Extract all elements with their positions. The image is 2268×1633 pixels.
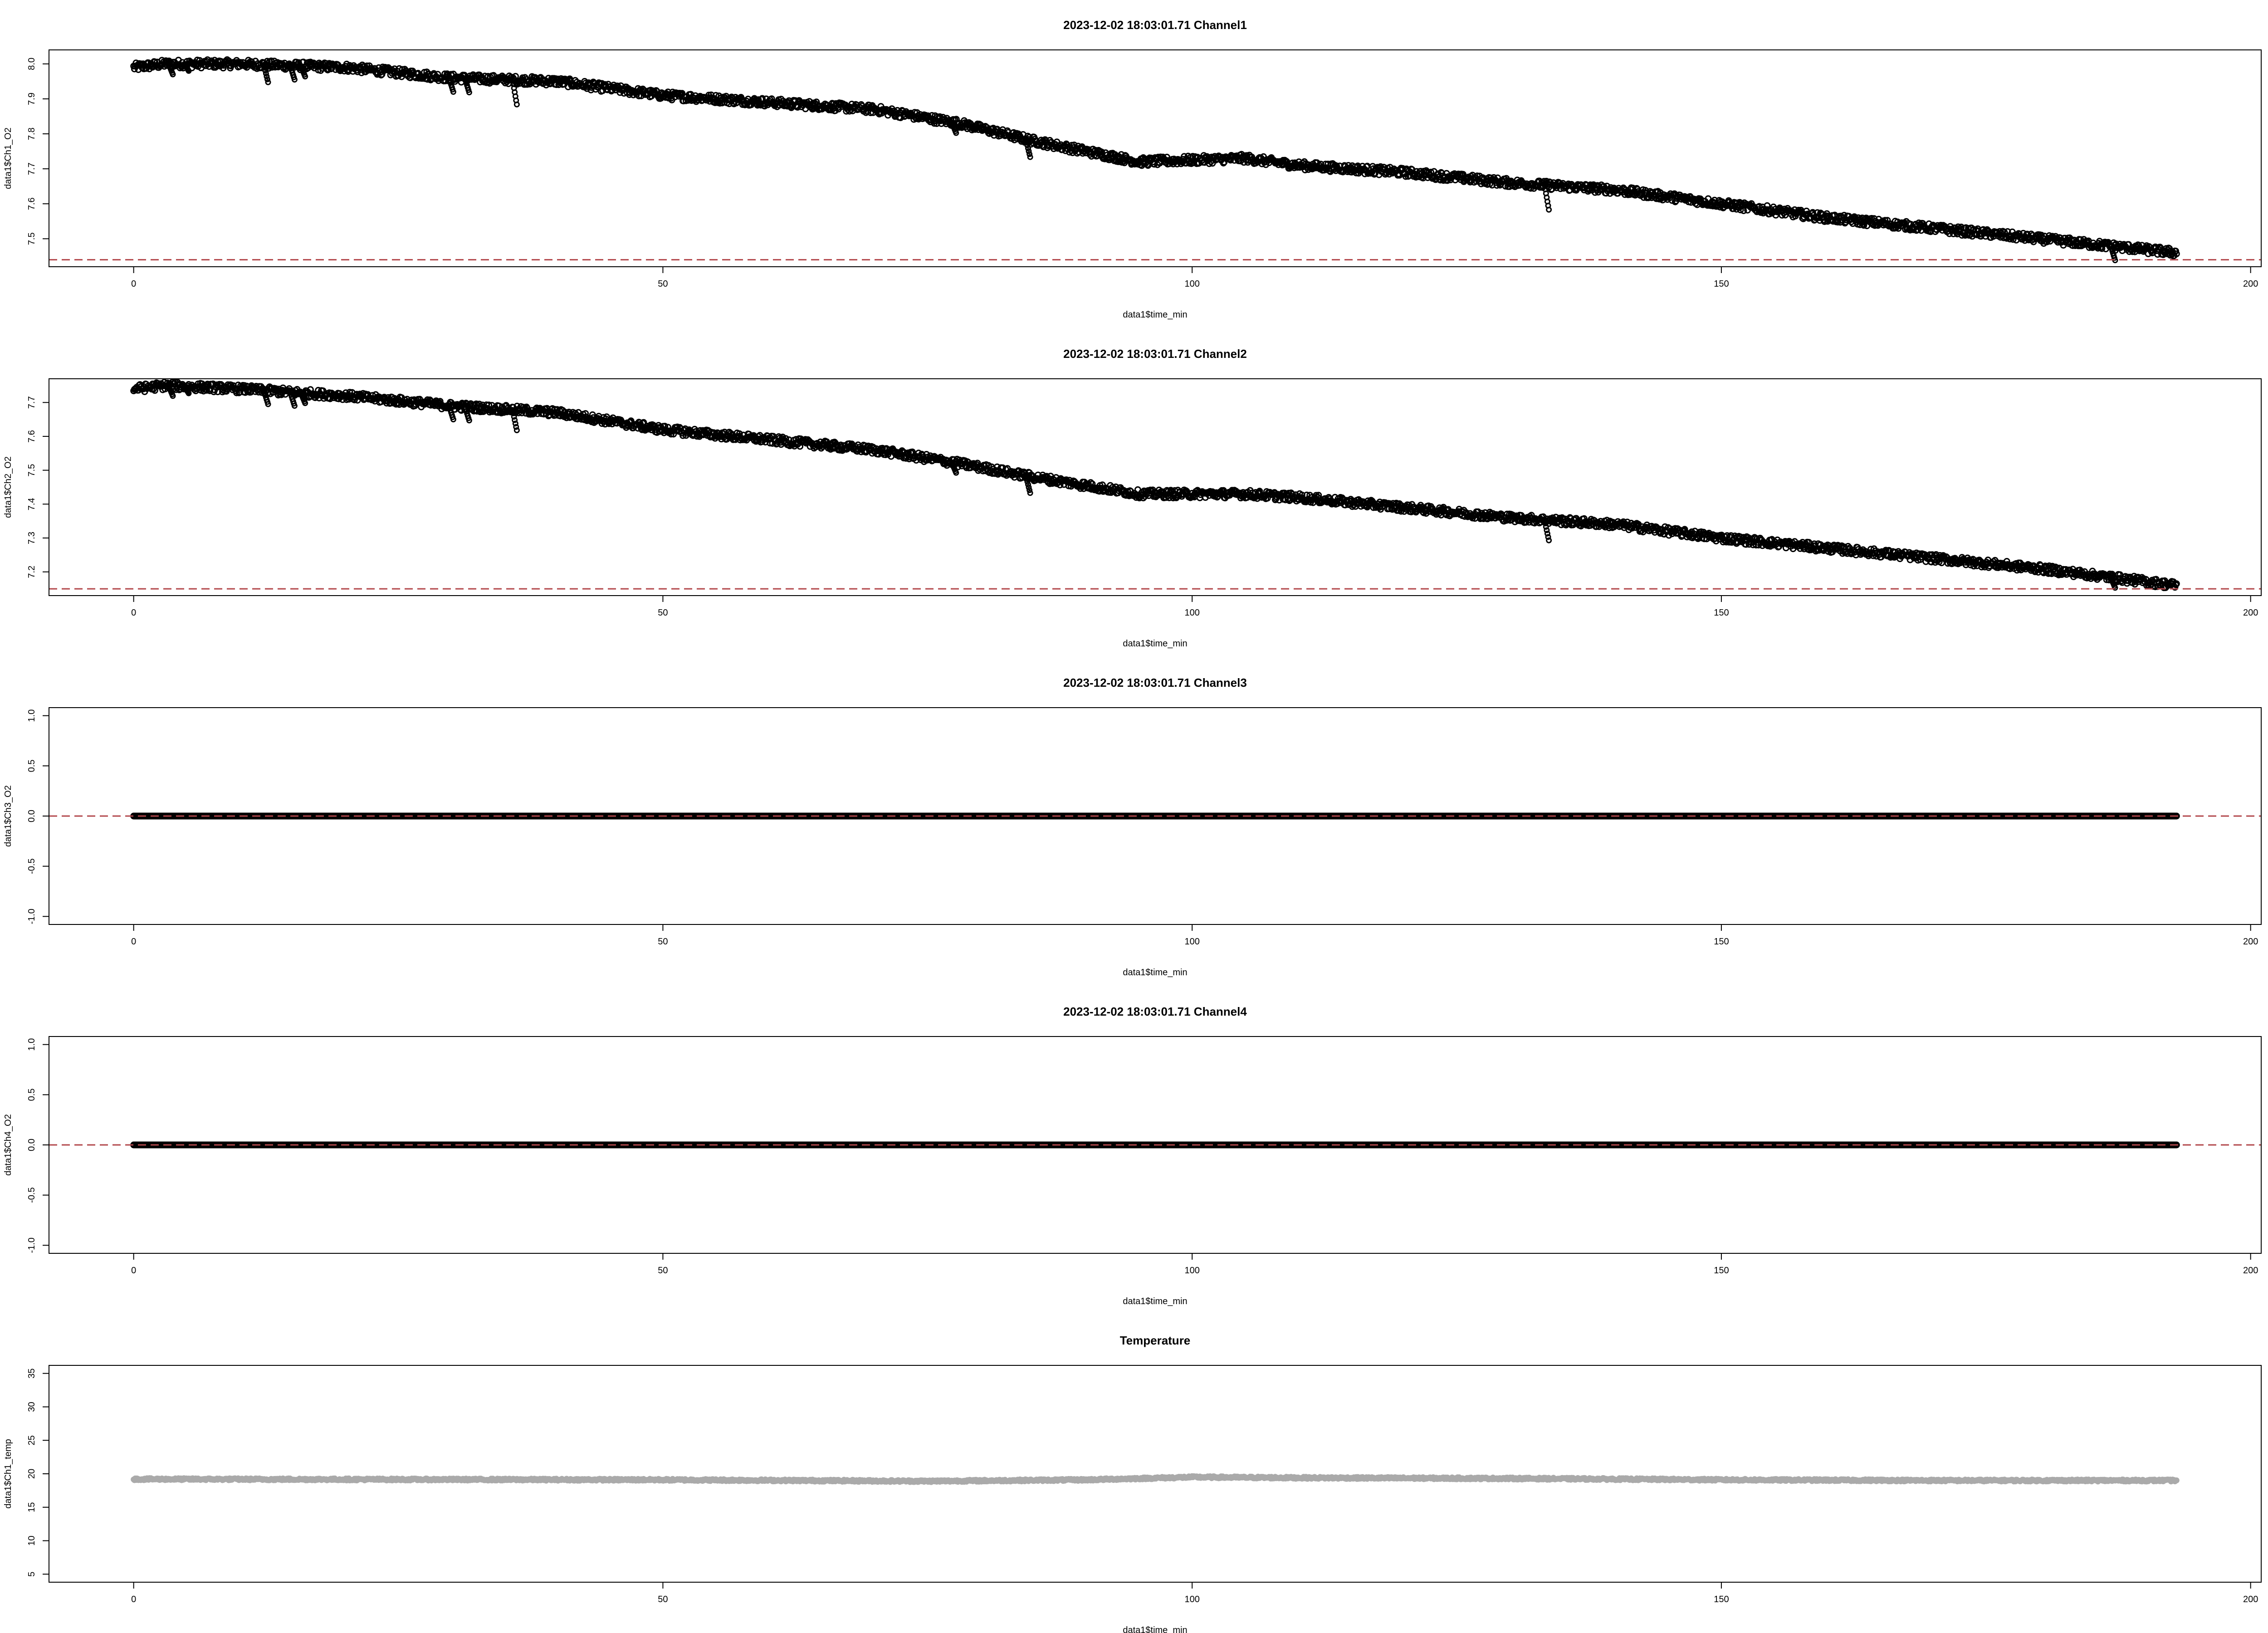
y-tick-label: 7.8 (27, 127, 37, 140)
y-tick-label: 7.9 (27, 93, 37, 105)
x-tick-label: 50 (658, 608, 668, 618)
y-tick-label: 7.3 (27, 532, 37, 544)
x-tick-label: 100 (1184, 279, 1199, 289)
data-point (265, 79, 271, 85)
y-tick-label: 7.6 (27, 430, 37, 443)
x-tick-label: 50 (658, 279, 668, 289)
y-tick-label: 7.7 (27, 162, 37, 175)
x-axis-label: data1$time_min (1123, 639, 1187, 649)
panel-1: 2023-12-02 18:03:01.71 Channel1 0 50 100 150… (3, 18, 2262, 320)
y-tick-label: 7.5 (27, 464, 37, 477)
data-point (441, 70, 449, 78)
panel-2: 2023-12-02 18:03:01.71 Channel2 0 50 100 150… (3, 347, 2262, 649)
x-tick-label: 200 (2243, 279, 2258, 289)
series-data1-ch1-o2 (130, 56, 2180, 264)
x-tick-label: 200 (2243, 608, 2258, 618)
data-point (1546, 206, 1552, 213)
y-axis-label: data1$Ch2_O2 (3, 456, 13, 518)
y-axis-label: data1$Ch1_O2 (3, 127, 13, 189)
y-tick-label: 7.7 (27, 396, 37, 409)
x-tick-label: 100 (1184, 608, 1199, 618)
x-tick-label: 0 (131, 608, 136, 618)
data-point (1027, 154, 1033, 160)
y-tick-label: 7.5 (27, 232, 37, 245)
panel-title: 2023-12-02 18:03:01.71 Channel2 (1063, 347, 1247, 361)
data-point (151, 59, 158, 65)
x-tick-label: 0 (131, 279, 136, 289)
x-axis-label: data1$time_min (1123, 310, 1187, 320)
panel-title: 2023-12-02 18:03:01.71 Channel1 (1063, 18, 1247, 32)
series-data1-ch2-o2 (130, 378, 2180, 592)
data-point (358, 69, 365, 76)
x-tick-label: 150 (1714, 608, 1729, 618)
y-tick-label: 7.4 (27, 498, 37, 510)
data-point (513, 101, 520, 108)
y-tick-label: 7.6 (27, 197, 37, 210)
y-tick-label: 7.2 (27, 566, 37, 578)
x-tick-label: 150 (1714, 279, 1729, 289)
y-tick-label: 8.0 (27, 58, 37, 70)
